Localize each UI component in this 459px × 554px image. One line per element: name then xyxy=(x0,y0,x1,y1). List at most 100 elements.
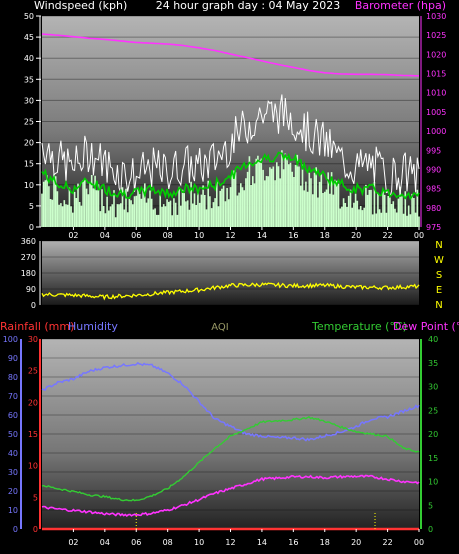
compass-label: S xyxy=(436,270,442,281)
compass-label: N xyxy=(435,240,442,251)
wind-x-tick-label: 20 xyxy=(351,231,361,240)
direction-tick-label: 270 xyxy=(21,253,36,262)
wind-x-tick-label: 22 xyxy=(382,231,392,240)
temp-x-tick-label: 22 xyxy=(382,538,392,547)
wind-tick-label: 30 xyxy=(24,96,34,105)
barometer-tick-label: 985 xyxy=(426,185,441,194)
barometer-tick-label: 980 xyxy=(426,204,441,213)
direction-tick-label: 0 xyxy=(31,301,36,310)
wind-tick-label: 10 xyxy=(24,181,34,190)
direction-panel-background xyxy=(42,241,419,305)
wind-average-line xyxy=(41,151,420,201)
wind-tick-label: 45 xyxy=(24,33,34,42)
wind-tick-label: 25 xyxy=(24,118,34,127)
direction-line xyxy=(41,282,420,301)
temperature-tick-label: 35 xyxy=(428,359,438,368)
wind-lull-fill xyxy=(41,150,420,227)
temperature-tick-label: 0 xyxy=(428,525,433,534)
wind-tick-label: 40 xyxy=(24,54,34,63)
temp-x-tick-label: 20 xyxy=(351,538,361,547)
rainfall-tick-label: 10 xyxy=(8,506,18,515)
rainfall-tick-label: 50 xyxy=(8,430,18,439)
rainfall-tick-label: 20 xyxy=(8,487,18,496)
humidity-line xyxy=(41,361,420,442)
temperature-tick-label: 15 xyxy=(428,454,438,463)
wind-x-tick-label: 00 xyxy=(414,231,424,240)
humidity-tick-label: 5 xyxy=(33,493,38,502)
rainfall-tick-label: 90 xyxy=(8,354,18,363)
rainfall-tick-label: 70 xyxy=(8,392,18,401)
compass-label: E xyxy=(436,285,442,296)
barometer-series xyxy=(41,33,419,77)
wind-series xyxy=(41,94,420,227)
humidity-label: Humidity xyxy=(68,320,118,333)
barometer-tick-label: 1010 xyxy=(426,89,446,98)
barometer-tick-label: 975 xyxy=(426,223,441,232)
compass-label: N xyxy=(435,300,442,311)
temp-x-tick-label: 10 xyxy=(194,538,204,547)
temp-x-tick-label: 06 xyxy=(131,538,141,547)
temp-x-tick-label: 02 xyxy=(68,538,78,547)
wind-tick-label: 5 xyxy=(29,202,34,211)
wind-tick-label: 50 xyxy=(24,12,34,21)
wind-x-tick-label: 14 xyxy=(257,231,267,240)
barometer-y-axis: 975 980 985 990 995 1000 1005 1010 1015 1020 1025 1… xyxy=(420,12,446,232)
aqi-label: AQI xyxy=(211,322,229,333)
barometer-tick-label: 1000 xyxy=(426,127,446,136)
temperature-line xyxy=(41,415,420,502)
compass-label: W xyxy=(434,255,444,266)
temp-x-tick-label: 18 xyxy=(320,538,330,547)
windspeed-label: Windspeed (kph) xyxy=(34,0,127,12)
wind-gust-line xyxy=(41,94,420,199)
rainfall-tick-label: 80 xyxy=(8,373,18,382)
wind-x-tick-label: 16 xyxy=(288,231,298,240)
wind-y-axis: 0 5 10 15 20 25 30 35 40 45 50 xyxy=(24,12,41,232)
rainfall-tick-label: 40 xyxy=(8,449,18,458)
humidity-tick-label: 0 xyxy=(33,525,38,534)
temperature-tick-label: 40 xyxy=(428,335,438,344)
rainfall-tick-label: 0 xyxy=(13,525,18,534)
temp-x-tick-label: 04 xyxy=(100,538,110,547)
barometer-tick-label: 990 xyxy=(426,165,441,174)
wind-x-tick-label: 06 xyxy=(131,231,141,240)
direction-series xyxy=(41,282,420,301)
direction-panel-grid xyxy=(42,240,419,306)
wind-tick-label: 35 xyxy=(24,75,34,84)
temperature-y-axis: 0 5 10 15 20 25 30 35 40 xyxy=(420,335,438,534)
dew-point-line xyxy=(41,474,420,517)
wind-tick-label: 15 xyxy=(24,160,34,169)
direction-tick-label: 180 xyxy=(21,269,36,278)
wind-tick-label: 20 xyxy=(24,139,34,148)
wind-x-tick-label: 04 xyxy=(100,231,110,240)
temperature-label: Temperature (°C) xyxy=(311,320,407,333)
barometer-tick-label: 1030 xyxy=(426,12,446,21)
rainfall-label: Rainfall (mm) xyxy=(0,320,74,333)
wind-x-tick-label: 18 xyxy=(320,231,330,240)
temp-x-tick-label: 00 xyxy=(414,538,424,547)
rainfall-tick-label: 100 xyxy=(3,335,18,344)
humidity-tick-label: 25 xyxy=(28,367,38,376)
temp-x-tick-label: 08 xyxy=(163,538,173,547)
direction-tick-label: 90 xyxy=(26,285,36,294)
direction-tick-label: 360 xyxy=(21,237,36,246)
rainfall-y-axis: 0 10 20 30 40 50 60 70 80 90 100 xyxy=(3,335,22,534)
barometer-tick-label: 995 xyxy=(426,146,441,155)
wind-x-tick-label: 12 xyxy=(225,231,235,240)
barometer-tick-label: 1015 xyxy=(426,70,446,79)
barometer-tick-label: 1005 xyxy=(426,108,446,117)
temp-x-tick-label: 16 xyxy=(288,538,298,547)
rainfall-tick-label: 60 xyxy=(8,411,18,420)
humidity-tick-label: 20 xyxy=(28,398,38,407)
temperature-tick-label: 20 xyxy=(428,430,438,439)
temperature-tick-label: 10 xyxy=(428,478,438,487)
temperature-tick-label: 25 xyxy=(428,406,438,415)
temperature-tick-label: 5 xyxy=(428,501,433,510)
temp-x-tick-label: 12 xyxy=(225,538,235,547)
humidity-tick-label: 30 xyxy=(28,335,38,344)
barometer-line xyxy=(41,33,419,77)
direction-y-axis: 0 90 180 270 360 xyxy=(21,237,41,310)
wind-x-axis: 02 04 06 08 10 12 14 16 18 20 22 00 xyxy=(68,227,424,240)
wind-tick-label: 0 xyxy=(29,223,34,232)
